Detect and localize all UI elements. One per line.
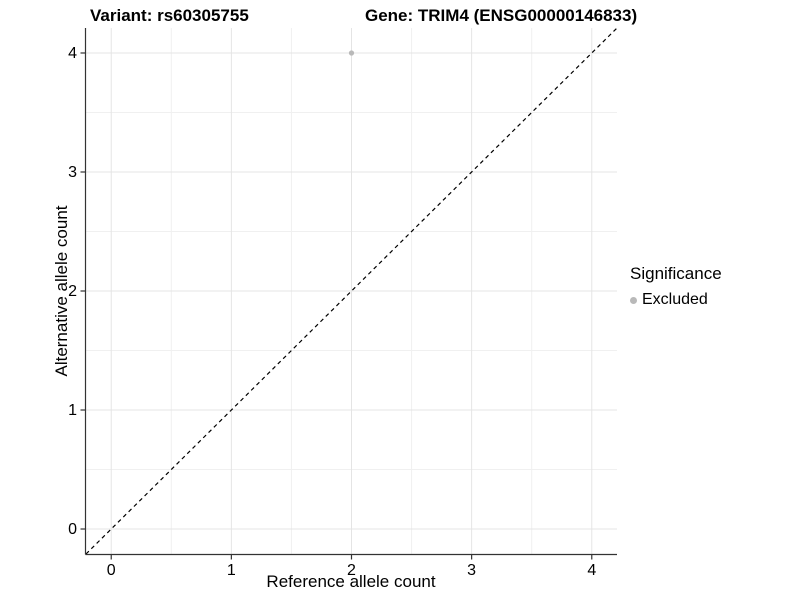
legend-item-excluded: Excluded	[630, 291, 722, 309]
y-tick-label-0: 0	[68, 521, 77, 538]
excluded-point-swatch-icon	[630, 296, 637, 304]
data-point	[348, 50, 355, 56]
x-tick-label-1: 1	[226, 562, 236, 579]
y-tick-label-1: 1	[68, 402, 77, 419]
x-tick-label-2: 2	[347, 562, 356, 579]
y-axis-title: Alternative allele count	[52, 205, 71, 377]
identity-line	[85, 27, 618, 555]
plot-title-variant: Variant: rs60305755	[90, 6, 249, 25]
legend-item-label: Excluded	[642, 291, 708, 308]
x-tick-label-4: 4	[587, 562, 597, 579]
x-axis-title: Reference allele count	[266, 572, 436, 591]
y-tick-label-3: 3	[68, 163, 77, 181]
plot-title-gene: Gene: TRIM4 (ENSG00000146833)	[365, 6, 638, 25]
legend-title: Significance	[630, 264, 722, 283]
legend: Significance Excluded	[630, 264, 722, 309]
x-tick-label-3: 3	[467, 562, 477, 579]
y-tick-label-4: 4	[68, 44, 77, 62]
x-tick-label-0: 0	[106, 562, 116, 579]
y-tick-label-2: 2	[68, 283, 77, 300]
